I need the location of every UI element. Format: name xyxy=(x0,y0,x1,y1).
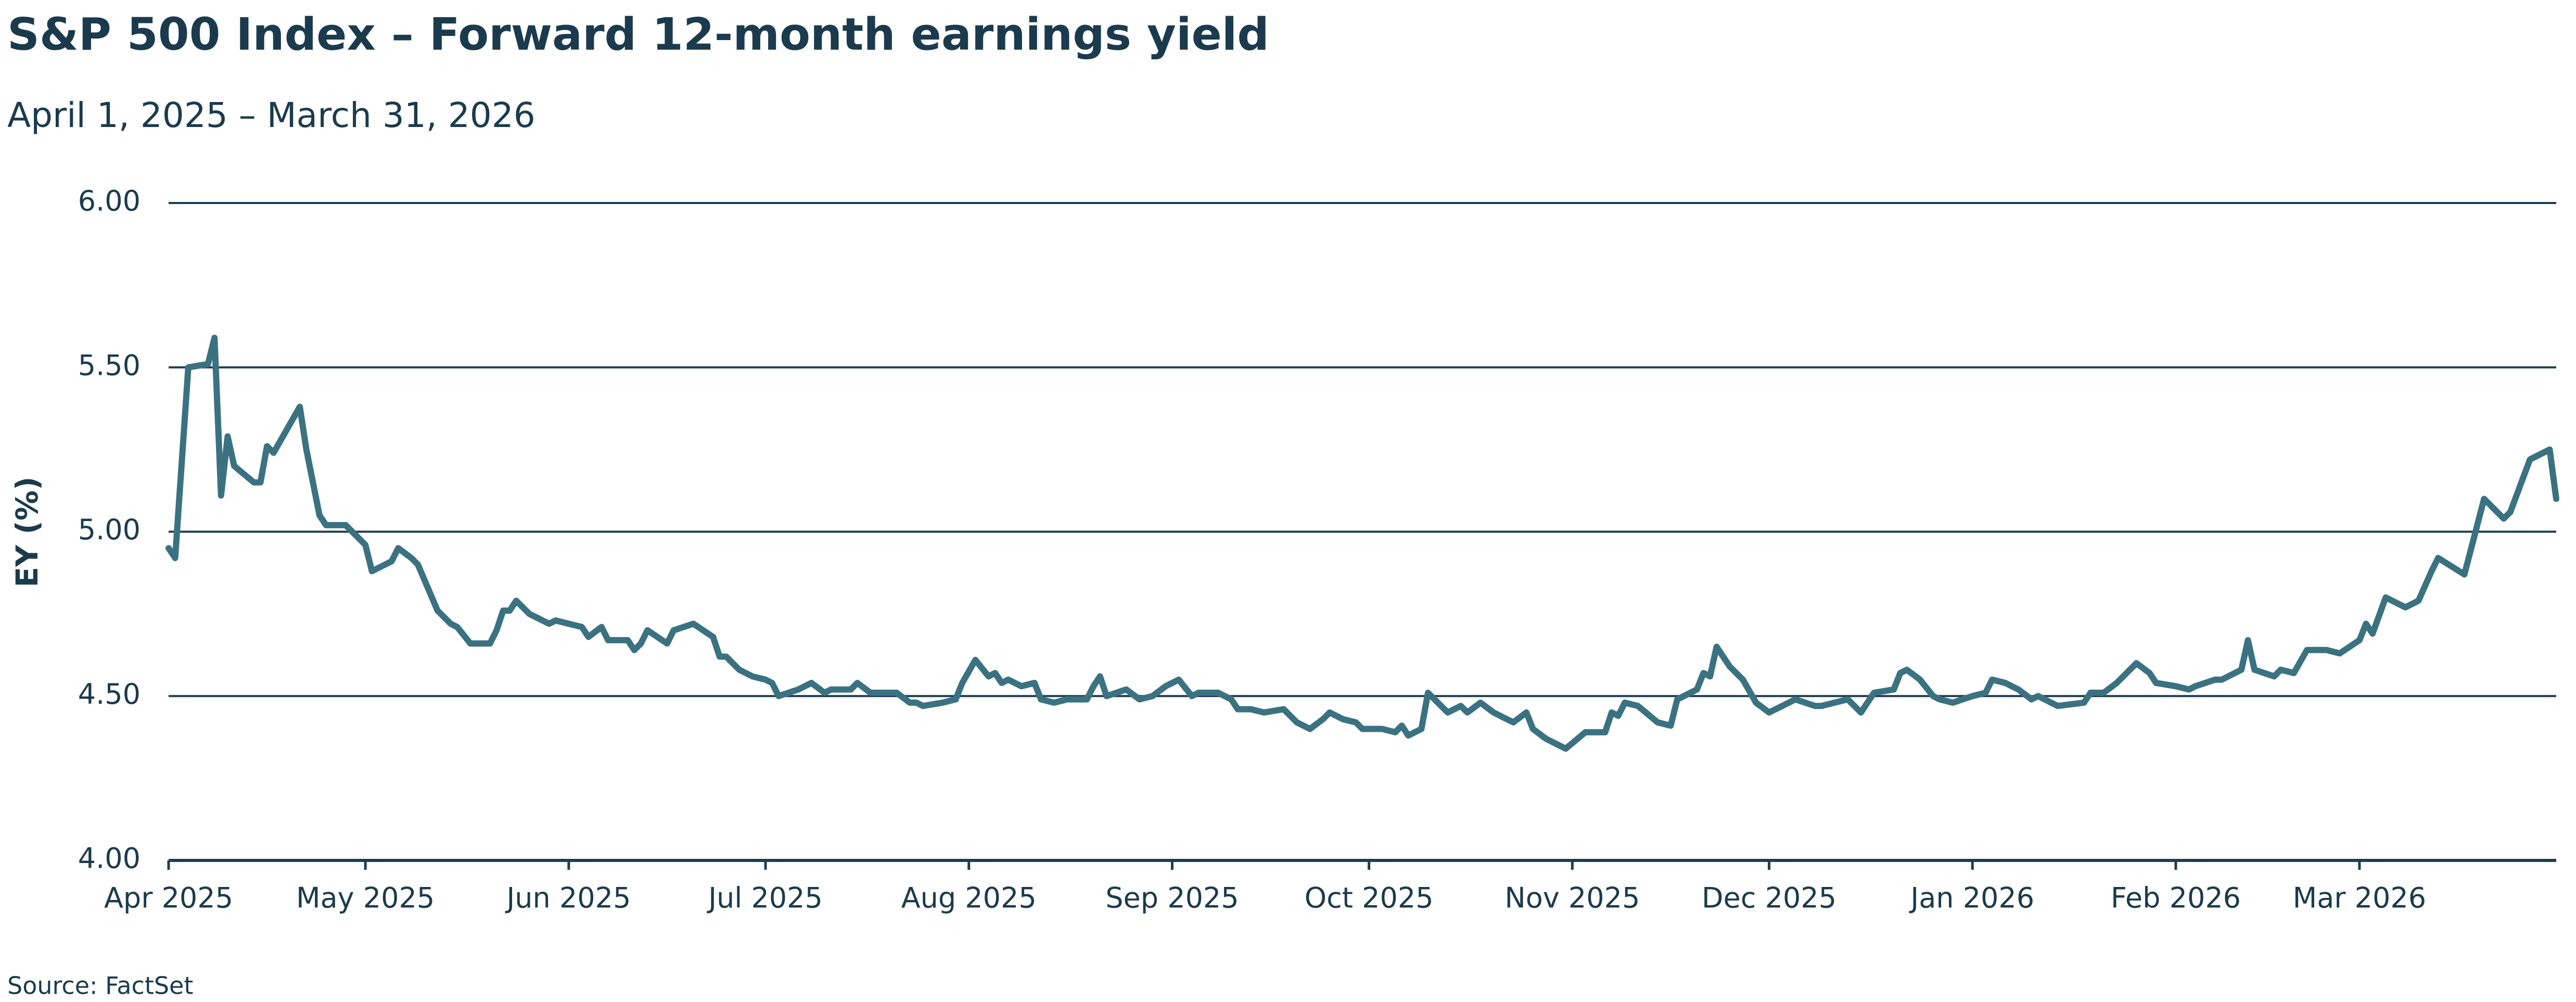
y-tick-label: 5.50 xyxy=(78,349,141,382)
y-tick-label: 6.00 xyxy=(78,185,141,218)
x-tick-label: Dec 2025 xyxy=(1702,882,1837,915)
x-tick-label: Oct 2025 xyxy=(1305,882,1434,915)
y-axis-label: EY (%) xyxy=(9,477,45,588)
x-tick-label: Jan 2026 xyxy=(1909,882,2034,915)
chart-subtitle: April 1, 2025 – March 31, 2026 xyxy=(7,95,535,135)
y-tick-label: 5.00 xyxy=(78,513,141,546)
x-tick-label: Jul 2025 xyxy=(707,882,823,915)
x-tick-label: Jun 2025 xyxy=(505,882,631,915)
x-tick-label: Apr 2025 xyxy=(104,882,233,915)
data-line xyxy=(165,334,2559,752)
x-tick-label: May 2025 xyxy=(296,882,435,915)
chart-title: S&P 500 Index – Forward 12-month earning… xyxy=(7,8,1269,60)
source-note: Source: FactSet xyxy=(7,972,193,1000)
x-tick-label: Mar 2026 xyxy=(2293,882,2426,915)
x-tick-label: Nov 2025 xyxy=(1504,882,1640,915)
y-tick-label: 4.00 xyxy=(78,842,141,875)
x-tick-label: Feb 2026 xyxy=(2111,882,2241,915)
x-tick-label: Sep 2025 xyxy=(1105,882,1239,915)
y-tick-label: 4.50 xyxy=(78,678,141,711)
x-tick-label: Aug 2025 xyxy=(901,882,1037,915)
